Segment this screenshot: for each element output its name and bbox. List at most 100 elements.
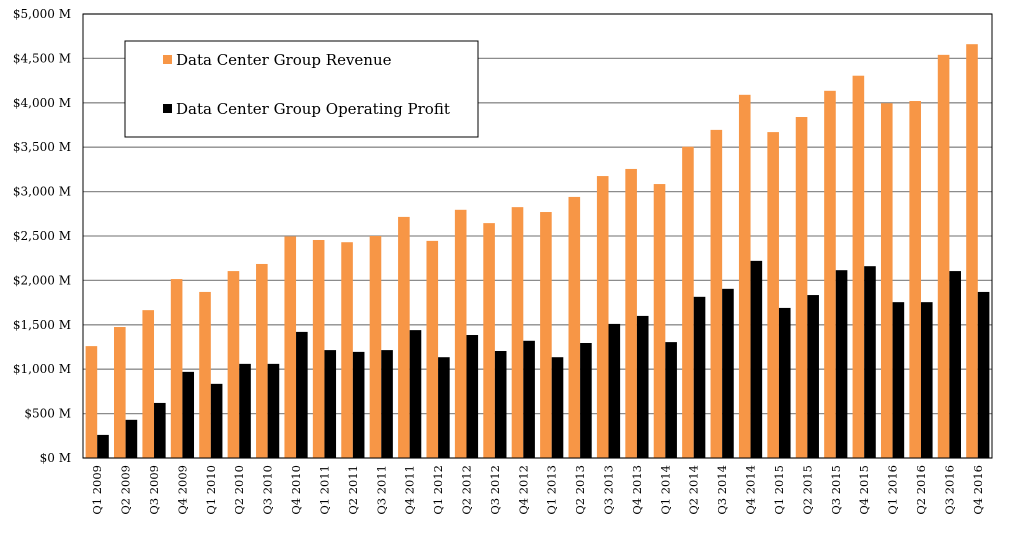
x-tick-label: Q2 2009 bbox=[119, 465, 133, 515]
x-tick-label: Q4 2012 bbox=[516, 465, 530, 515]
bar-operating-profit bbox=[920, 302, 933, 458]
bar-operating-profit bbox=[693, 296, 706, 458]
plot-area-border bbox=[82, 13, 993, 459]
y-tick-label: $1,500 M bbox=[13, 318, 71, 332]
x-tick-label: Q3 2013 bbox=[602, 465, 616, 515]
x-tick-label: Q3 2014 bbox=[715, 465, 729, 515]
bar-revenue bbox=[398, 216, 410, 458]
x-tick-label: Q2 2015 bbox=[800, 465, 814, 515]
x-tick-label: Q1 2016 bbox=[886, 465, 900, 515]
bar-operating-profit bbox=[494, 350, 507, 458]
bar-revenue bbox=[880, 103, 893, 458]
legend-label-revenue: Data Center Group Revenue bbox=[176, 51, 392, 69]
x-tick-label: Q3 2012 bbox=[488, 465, 502, 515]
bar-revenue bbox=[170, 279, 183, 458]
y-tick-label: $2,000 M bbox=[13, 273, 71, 287]
x-tick-label: Q2 2012 bbox=[459, 465, 473, 515]
x-tick-label: Q4 2014 bbox=[744, 465, 758, 515]
bar-operating-profit bbox=[778, 307, 791, 458]
bar-operating-profit bbox=[324, 350, 337, 458]
bar-revenue bbox=[227, 271, 240, 458]
bar-operating-profit bbox=[381, 350, 393, 458]
y-axis-tick-labels: $0 M $500 M $1,000 M $1,500 M $2,000 M $2,500… bbox=[13, 7, 71, 465]
legend-label-operating-profit: Data Center Group Operating Profit bbox=[176, 100, 450, 118]
bar-operating-profit bbox=[352, 351, 365, 458]
x-tick-label: Q1 2013 bbox=[545, 465, 559, 515]
bar-revenue bbox=[738, 94, 751, 459]
bar-revenue bbox=[511, 207, 524, 458]
bar-revenue bbox=[795, 117, 808, 459]
y-tick-label: $1,000 M bbox=[13, 362, 71, 376]
bar-revenue bbox=[256, 263, 268, 458]
series-revenue bbox=[85, 44, 978, 459]
bar-operating-profit bbox=[438, 357, 450, 458]
bar-revenue bbox=[199, 291, 211, 458]
y-tick-label: $2,500 M bbox=[13, 229, 71, 243]
x-tick-label: Q2 2010 bbox=[232, 465, 246, 515]
bar-revenue bbox=[540, 212, 552, 458]
bar-operating-profit bbox=[551, 357, 564, 458]
legend: Data Center Group Revenue Data Center Gr… bbox=[124, 40, 479, 138]
bar-revenue bbox=[568, 196, 581, 459]
bar-operating-profit bbox=[466, 335, 479, 458]
x-tick-label: Q3 2010 bbox=[261, 465, 275, 515]
bars bbox=[85, 44, 990, 459]
x-tick-label: Q1 2009 bbox=[90, 465, 104, 515]
bar-revenue bbox=[937, 54, 950, 459]
bar-revenue bbox=[483, 223, 495, 458]
series-operating-profit bbox=[97, 260, 990, 458]
bar-revenue bbox=[909, 101, 921, 459]
bar-operating-profit bbox=[523, 340, 535, 458]
x-tick-label: Q4 2011 bbox=[403, 465, 417, 515]
bar-operating-profit bbox=[892, 302, 905, 458]
y-tick-label: $4,500 M bbox=[13, 51, 71, 65]
bar-operating-profit bbox=[665, 342, 677, 458]
legend-swatch-revenue bbox=[163, 55, 172, 64]
x-tick-label: Q1 2015 bbox=[772, 465, 786, 515]
bar-revenue bbox=[852, 75, 865, 458]
bar-revenue bbox=[284, 236, 297, 458]
bar-revenue bbox=[767, 132, 779, 458]
bar-revenue bbox=[369, 236, 382, 458]
bar-revenue bbox=[114, 327, 126, 458]
x-tick-label: Q1 2012 bbox=[431, 465, 445, 515]
y-tick-label: $500 M bbox=[24, 407, 71, 421]
bar-revenue bbox=[625, 168, 637, 458]
bar-operating-profit bbox=[296, 331, 308, 458]
x-tick-label: Q4 2009 bbox=[175, 465, 189, 515]
bar-operating-profit bbox=[580, 343, 592, 458]
x-tick-label: Q2 2014 bbox=[687, 465, 701, 515]
bar-operating-profit bbox=[210, 383, 223, 458]
x-tick-label: Q3 2011 bbox=[374, 465, 388, 515]
bar-operating-profit bbox=[608, 323, 621, 458]
bar-operating-profit bbox=[750, 260, 763, 458]
y-tick-label: $3,000 M bbox=[13, 185, 71, 199]
x-axis-tick-labels: Q1 2009 Q2 2009 Q3 2009 Q4 2009 Q1 2010 Q2 20… bbox=[90, 465, 985, 515]
bar-operating-profit bbox=[864, 266, 876, 458]
bar-operating-profit bbox=[182, 371, 195, 458]
bar-revenue bbox=[710, 129, 723, 458]
x-tick-label: Q2 2011 bbox=[346, 465, 360, 515]
legend-swatch-operating-profit bbox=[163, 104, 172, 113]
bar-revenue bbox=[596, 176, 609, 458]
x-tick-label: Q4 2016 bbox=[971, 465, 985, 515]
y-tick-label: $5,000 M bbox=[13, 7, 71, 21]
bar-revenue bbox=[966, 44, 978, 458]
y-tick-label: $3,500 M bbox=[13, 140, 71, 154]
bar-operating-profit bbox=[154, 402, 166, 458]
bar-operating-profit bbox=[97, 434, 109, 458]
legend-box bbox=[124, 40, 479, 138]
x-tick-label: Q1 2011 bbox=[317, 465, 331, 515]
bar-operating-profit bbox=[267, 363, 280, 458]
bar-operating-profit bbox=[977, 291, 990, 458]
x-tick-label: Q2 2013 bbox=[573, 465, 587, 515]
bar-operating-profit bbox=[949, 271, 961, 458]
y-tick-label: $0 M bbox=[40, 451, 71, 465]
x-tick-label: Q3 2015 bbox=[829, 465, 843, 515]
x-tick-label: Q1 2010 bbox=[204, 465, 218, 515]
x-tick-label: Q4 2010 bbox=[289, 465, 303, 515]
x-tick-label: Q1 2014 bbox=[658, 465, 672, 515]
x-tick-label: Q3 2016 bbox=[942, 465, 956, 515]
bar-revenue bbox=[142, 310, 155, 458]
x-tick-label: Q3 2009 bbox=[147, 465, 161, 515]
